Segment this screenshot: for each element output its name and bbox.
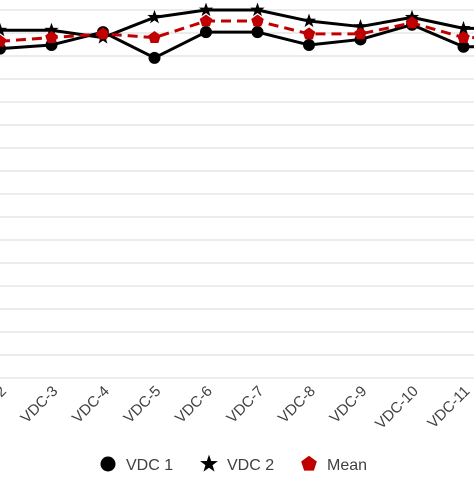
data-point-star	[250, 2, 265, 17]
data-point-pentagon	[148, 31, 161, 43]
x-tick-label: VDC-4	[69, 383, 113, 427]
data-point-pentagon	[251, 14, 264, 27]
data-point-pentagon	[199, 14, 213, 27]
data-point-star	[353, 19, 368, 33]
data-point-star	[301, 13, 317, 28]
x-tick-label: VDC-9	[326, 383, 370, 427]
data-point-pentagon	[354, 27, 367, 40]
data-point-star	[456, 20, 471, 35]
data-point-circle	[148, 51, 161, 64]
data-point-circle	[100, 456, 116, 472]
legend-label: VDC 2	[227, 457, 274, 474]
legend: VDC 1 VDC 2 Mean	[100, 454, 367, 474]
x-tick-label: VDC-6	[172, 383, 216, 427]
data-point-pentagon	[301, 455, 317, 471]
legend-item-mean: Mean	[301, 455, 367, 474]
data-point-pentagon	[302, 27, 316, 40]
data-point-star	[198, 2, 214, 17]
data-point-pentagon	[0, 34, 7, 47]
data-point-pentagon	[96, 27, 110, 40]
legend-label: VDC 1	[126, 457, 173, 474]
legend-label: Mean	[327, 457, 367, 474]
x-tick-label: VDC-8	[275, 383, 319, 427]
x-tick-label: VDC-11	[424, 383, 473, 432]
data-point-circle	[200, 26, 212, 39]
data-point-circle	[251, 26, 264, 39]
data-point-star	[200, 454, 218, 472]
gridlines	[0, 9, 474, 379]
series-line-vdc-1	[0, 23, 474, 60]
legend-item-vdc-2: VDC 2	[200, 454, 274, 474]
x-tick-label: VDC-3	[17, 383, 61, 427]
x-axis-tick-labels: 2 VDC-3 VDC-4 VDC-5 VDC-6 VDC-7 VDC-8 VDC-9 VDC-…	[0, 383, 473, 433]
x-tick-label: VDC-5	[120, 383, 164, 427]
x-tick-label: 2	[0, 383, 10, 401]
data-point-circle	[303, 38, 315, 51]
data-point-star	[147, 9, 162, 24]
series-group	[0, 2, 474, 64]
x-tick-label: VDC-10	[372, 383, 422, 433]
data-point-pentagon	[405, 16, 419, 29]
x-tick-label: VDC-7	[223, 383, 267, 427]
legend-item-vdc-1: VDC 1	[100, 456, 173, 474]
data-point-pentagon	[457, 31, 470, 43]
data-point-circle	[457, 40, 470, 53]
series-mean	[0, 14, 474, 47]
data-point-star	[44, 22, 59, 37]
data-point-pentagon	[45, 31, 58, 43]
data-point-star	[0, 22, 8, 37]
